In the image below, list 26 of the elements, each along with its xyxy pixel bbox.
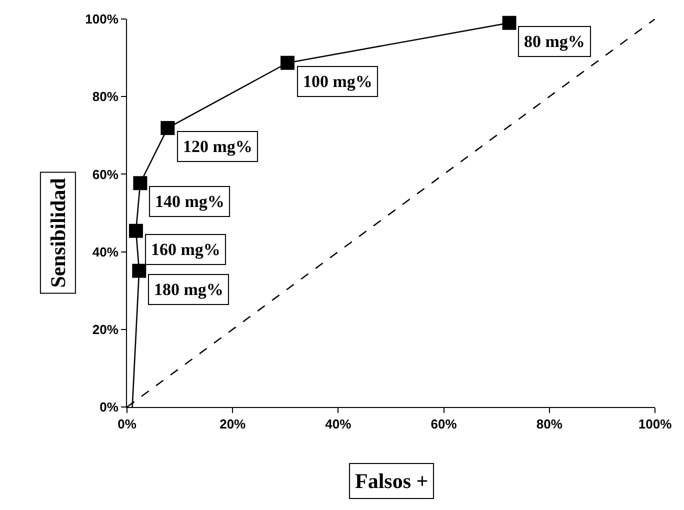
y-tick-label: 40% [92, 244, 119, 260]
annotation: 100 mg% [303, 72, 372, 91]
point [160, 121, 175, 136]
x-tick-label: 80% [536, 416, 563, 432]
point [132, 264, 146, 278]
x-tick-label: 100% [638, 416, 672, 432]
point [280, 56, 295, 70]
x-tick-label: 60% [430, 416, 458, 432]
x-axis-title: Falsos + [355, 469, 428, 493]
point [128, 224, 143, 238]
point [133, 176, 148, 190]
y-tick-label: 20% [92, 322, 119, 337]
annotation: 180 mg% [154, 280, 224, 299]
x-tick-label: 0% [118, 416, 137, 432]
x-tick-label: 20% [220, 416, 246, 432]
point [502, 16, 516, 30]
annotation: 140 mg% [155, 192, 224, 211]
annotation: 160 mg% [151, 240, 220, 259]
y-tick-label: 80% [92, 89, 119, 104]
annotation: 80 mg% [524, 32, 585, 51]
y-axis-title: Sensibilidad [46, 178, 70, 288]
x-tick-label: 40% [325, 416, 352, 432]
y-tick-label: 100% [85, 12, 119, 27]
y-tick-label: 0% [100, 400, 119, 415]
annotation: 120 mg% [183, 137, 252, 156]
y-tick-label: 60% [92, 166, 119, 182]
